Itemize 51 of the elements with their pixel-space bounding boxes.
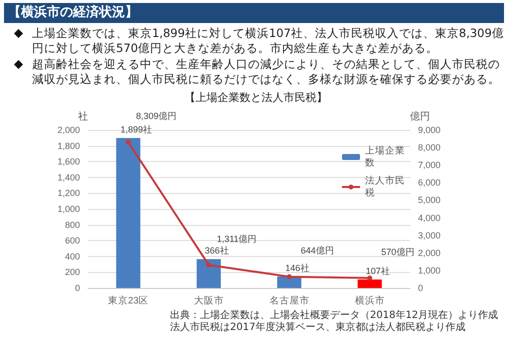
y-axis-title: 社 (78, 110, 88, 122)
x-tick-label: 横浜市 (354, 294, 385, 306)
chart-title: 【横浜市の経済状況】 (4, 3, 504, 23)
y-tick-label: 1,000 (57, 204, 80, 214)
y-tick-label: 1,400 (57, 172, 80, 182)
data-label: 1,311億円 (216, 234, 257, 244)
x-tick-label: 東京23区 (108, 294, 149, 306)
y2-tick-label: 8,000 (418, 142, 441, 153)
bar (196, 259, 221, 288)
y-tick-label: 200 (64, 267, 80, 278)
y2-tick-label: 7,000 (418, 160, 441, 170)
source-note: 出典：上場企業数は、上場会社概要データ（2018年12月現在）より作成 (170, 310, 498, 322)
y-tick-label: 1,200 (57, 188, 80, 198)
legend-label: 上場企業数 (365, 144, 405, 168)
y-tick-label: 0 (74, 283, 80, 293)
y-tick-label: 400 (64, 251, 80, 262)
data-label: 366社 (204, 246, 229, 256)
bar (358, 280, 382, 288)
data-label: 644億円 (300, 246, 334, 256)
point (126, 140, 131, 145)
text: 法人市民税は2017年度決算ベース、東京都は法人都民税より作成 (170, 322, 466, 334)
data-label: 1,899社 (120, 124, 152, 134)
point (367, 275, 372, 280)
data-label: 107社 (366, 266, 390, 276)
text: 上場企業数では、東京1,899社に対して横浜107社、法人市民税収入では、東京8,309億円に対して横浜570億円と大きな差がある。市内総生産も大きな差がある。 (31, 26, 504, 56)
y2-tick-label: 4,000 (418, 212, 441, 223)
data-label: 146社 (285, 262, 310, 273)
chart-subtitle: 【上場企業数と法人市民税】 (184, 90, 328, 105)
y2-tick-label: 5,000 (418, 195, 441, 206)
y-tick-label: 800 (64, 220, 80, 230)
legend-label: 法人市民税 (365, 174, 405, 198)
y2-tick-label: 2,000 (418, 248, 441, 258)
bar (277, 276, 302, 288)
data-label: 570億円 (381, 246, 414, 257)
y-tick-label: 1,800 (57, 140, 80, 151)
x-tick-label: 大阪市 (194, 294, 224, 306)
y2-tick-label: 0 (418, 283, 424, 293)
point (206, 262, 212, 268)
point (286, 274, 292, 280)
y-tick-label: 600 (64, 236, 80, 246)
bar (116, 138, 140, 288)
y-tick-label: 2,000 (57, 125, 80, 135)
data-label: 8,309億円 (136, 111, 177, 122)
x-tick-label: 名古屋市 (269, 294, 310, 306)
text: 超高齢社会を迎える中で、生産年齢人口の減少により、その結果として、個人市民税の減収が見込まれ、個人市民税に頼るだけではなく、多様な財源を確保する必要がある。 (31, 57, 501, 87)
y2-tick-label: 9,000 (418, 125, 441, 135)
y-tick-label: 1,600 (57, 156, 80, 167)
y2-axis-title: 億円 (410, 110, 430, 122)
y2-tick-label: 1,000 (418, 265, 441, 276)
y2-tick-label: 6,000 (418, 178, 441, 188)
y2-tick-label: 3,000 (418, 230, 441, 240)
